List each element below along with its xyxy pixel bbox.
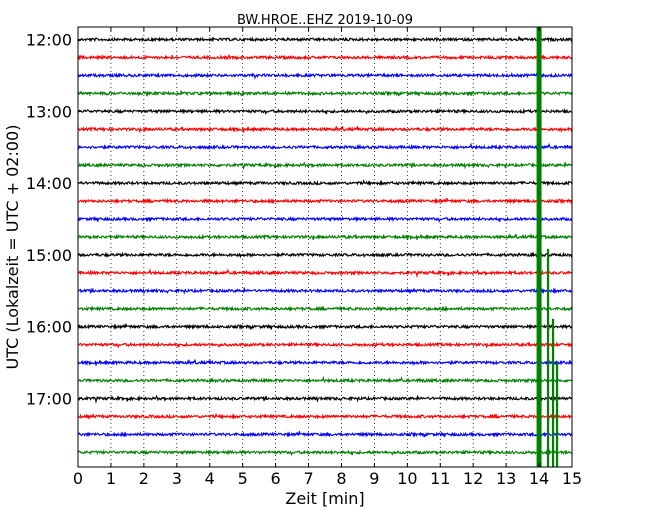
x-tick-label: 6 bbox=[271, 469, 281, 488]
trace-1430 bbox=[77, 215, 573, 223]
trace-1400 bbox=[77, 179, 573, 187]
trace-1215 bbox=[77, 54, 573, 61]
trace-1345 bbox=[77, 161, 573, 171]
x-tick-label: 4 bbox=[205, 469, 215, 488]
x-tick-label: 0 bbox=[73, 469, 83, 488]
x-tick-label: 7 bbox=[303, 469, 313, 488]
x-tick-label: 11 bbox=[430, 469, 450, 488]
x-tick-label: 2 bbox=[139, 469, 149, 488]
y-tick-label: 14:00 bbox=[26, 174, 72, 193]
x-tick-label: 10 bbox=[397, 469, 417, 488]
x-tick-label: 1 bbox=[106, 469, 116, 488]
trace-1545 bbox=[77, 305, 573, 313]
trace-1630 bbox=[77, 358, 572, 367]
trace-1745 bbox=[77, 448, 572, 457]
trace-1445 bbox=[77, 232, 573, 241]
x-tick-label: 8 bbox=[336, 469, 346, 488]
y-tick-label: 12:00 bbox=[26, 31, 72, 50]
trace-1315 bbox=[77, 125, 573, 133]
trace-1200 bbox=[77, 36, 573, 43]
trace-1230 bbox=[77, 71, 573, 80]
trace-1730 bbox=[77, 431, 573, 438]
x-tick-label: 14 bbox=[529, 469, 549, 488]
y-tick-label: 13:00 bbox=[26, 102, 72, 121]
chart-title: BW.HROE..EHZ 2019-10-09 bbox=[237, 13, 413, 28]
trace-1700 bbox=[77, 394, 573, 404]
trace-1715 bbox=[77, 412, 573, 420]
x-tick-label: 13 bbox=[496, 469, 516, 488]
trace-1615 bbox=[77, 341, 573, 349]
y-tick-label: 15:00 bbox=[26, 246, 72, 265]
y-axis-label: UTC (Lokalzeit = UTC + 02:00) bbox=[3, 125, 22, 370]
trace-1645 bbox=[77, 375, 573, 384]
trace-1530 bbox=[77, 286, 573, 296]
x-tick-label: 12 bbox=[463, 469, 483, 488]
event-layer bbox=[536, 27, 559, 467]
trace-1500 bbox=[77, 251, 573, 259]
trace-1300 bbox=[77, 107, 573, 116]
x-tick-label: 9 bbox=[369, 469, 379, 488]
x-tick-label: 15 bbox=[562, 469, 582, 488]
plot-frame bbox=[77, 26, 573, 468]
trace-1415 bbox=[77, 197, 573, 205]
trace-layer bbox=[77, 36, 573, 457]
trace-1600 bbox=[77, 323, 573, 331]
y-tick-label: 17:00 bbox=[26, 390, 72, 409]
trace-1245 bbox=[77, 89, 573, 97]
axis-ticks: 0 1 2 3 4 5 6 7 8 9 10 11 12 13 14 1512:0013:0014:0015:… bbox=[26, 27, 582, 488]
trace-1330 bbox=[77, 142, 573, 151]
y-tick-label: 16:00 bbox=[26, 318, 72, 337]
x-tick-label: 3 bbox=[172, 469, 182, 488]
trace-1515 bbox=[77, 268, 573, 279]
x-axis-label: Zeit [min] bbox=[285, 489, 364, 508]
x-tick-label: 5 bbox=[238, 469, 248, 488]
event-signal bbox=[536, 27, 542, 467]
